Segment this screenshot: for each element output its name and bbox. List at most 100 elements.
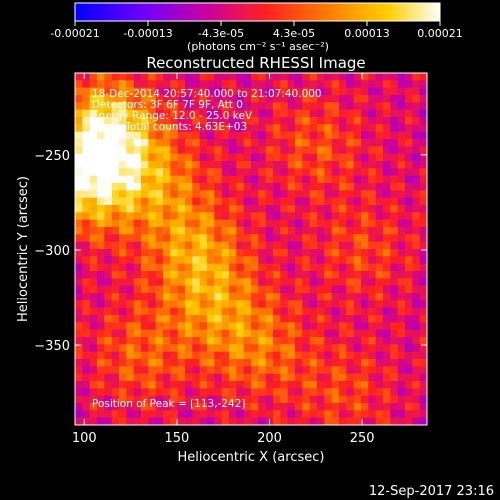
heatmap-cell bbox=[221, 307, 230, 316]
heatmap-cell bbox=[221, 388, 230, 397]
heatmap-cell bbox=[243, 168, 252, 177]
heatmap-cell bbox=[324, 300, 333, 309]
heatmap-cell bbox=[346, 359, 355, 367]
heatmap-cell bbox=[317, 417, 325, 426]
heatmap-cell bbox=[170, 285, 179, 294]
heatmap-cell bbox=[405, 410, 413, 419]
heatmap-cell bbox=[133, 300, 142, 309]
heatmap-cell bbox=[119, 278, 127, 287]
heatmap-cell bbox=[346, 256, 355, 265]
heatmap-cell bbox=[353, 102, 362, 111]
heatmap-cell bbox=[295, 293, 303, 301]
heatmap-cell bbox=[390, 80, 399, 89]
heatmap-cell bbox=[287, 102, 296, 111]
heatmap-cell bbox=[155, 146, 164, 155]
heatmap-cell bbox=[141, 322, 149, 331]
heatmap-cell bbox=[405, 175, 413, 184]
heatmap-cell bbox=[287, 139, 296, 147]
heatmap-cell bbox=[383, 381, 391, 389]
heatmap-cell bbox=[295, 161, 303, 169]
heatmap-cell bbox=[111, 212, 120, 221]
heatmap-cell bbox=[324, 285, 333, 294]
heatmap-cell bbox=[405, 300, 413, 309]
heatmap-cell bbox=[89, 381, 98, 389]
heatmap-cell bbox=[163, 161, 171, 169]
heatmap-cell bbox=[397, 359, 406, 367]
heatmap-cell bbox=[104, 183, 113, 191]
heatmap-cell bbox=[236, 307, 245, 316]
heatmap-cell bbox=[155, 307, 164, 316]
heatmap-cell bbox=[236, 366, 245, 375]
heatmap-cell bbox=[405, 388, 413, 397]
heatmap-cell bbox=[126, 139, 135, 147]
colorbar-tick-label: 0.00013 bbox=[344, 27, 390, 40]
heatmap-cell bbox=[353, 190, 362, 199]
heatmap-cell bbox=[236, 234, 245, 243]
heatmap-cell bbox=[243, 212, 252, 221]
heatmap-cell bbox=[309, 315, 318, 323]
heatmap-cell bbox=[148, 153, 157, 162]
heatmap-cell bbox=[375, 388, 384, 397]
heatmap-cell bbox=[185, 190, 193, 199]
heatmap-cell bbox=[309, 219, 318, 228]
heatmap-cell bbox=[331, 175, 340, 184]
heatmap-cell bbox=[155, 183, 164, 191]
heatmap-cell bbox=[243, 278, 252, 287]
heatmap-cell bbox=[353, 322, 362, 331]
heatmap-cell bbox=[214, 278, 223, 287]
heatmap-cell bbox=[75, 212, 83, 221]
heatmap-cell bbox=[383, 388, 391, 397]
heatmap-cell bbox=[133, 322, 142, 331]
heatmap-cell bbox=[265, 131, 274, 140]
heatmap-cell bbox=[339, 263, 347, 272]
heatmap-cell bbox=[221, 197, 230, 206]
heatmap-cell bbox=[192, 95, 201, 103]
heatmap-cell bbox=[126, 410, 135, 419]
heatmap-cell bbox=[82, 263, 91, 272]
heatmap-cell bbox=[295, 234, 303, 243]
heatmap-cell bbox=[148, 190, 157, 199]
heatmap-cell bbox=[317, 190, 325, 199]
heatmap-cell bbox=[236, 219, 245, 228]
heatmap-cell bbox=[383, 263, 391, 272]
heatmap-cell bbox=[309, 139, 318, 147]
heatmap-cell bbox=[119, 183, 127, 191]
heatmap-cell bbox=[75, 388, 83, 397]
heatmap-cell bbox=[265, 190, 274, 199]
heatmap-cell bbox=[302, 146, 311, 155]
heatmap-cell bbox=[265, 161, 274, 169]
heatmap-cell bbox=[155, 373, 164, 382]
heatmap-cell bbox=[126, 153, 135, 162]
heatmap-cell bbox=[309, 322, 318, 331]
heatmap-cell bbox=[280, 263, 289, 272]
heatmap-cell bbox=[295, 366, 303, 375]
heatmap-cell bbox=[192, 417, 201, 426]
colorbar-tick-label: -4.3e-05 bbox=[198, 27, 244, 40]
heatmap-cell bbox=[133, 271, 142, 279]
heatmap-cell bbox=[280, 102, 289, 111]
heatmap-cell bbox=[273, 234, 281, 243]
heatmap-cell bbox=[258, 249, 267, 257]
heatmap-cell bbox=[265, 329, 274, 338]
heatmap-cell bbox=[199, 388, 208, 397]
heatmap-cell bbox=[353, 395, 362, 404]
heatmap-cell bbox=[214, 322, 223, 331]
heatmap-cell bbox=[361, 410, 369, 419]
heatmap-cell bbox=[177, 234, 186, 243]
heatmap-cell bbox=[155, 190, 164, 199]
heatmap-cell bbox=[141, 403, 149, 411]
heatmap-cell bbox=[192, 139, 201, 147]
heatmap-cell bbox=[163, 344, 171, 353]
heatmap-cell bbox=[163, 359, 171, 367]
heatmap-cell bbox=[287, 381, 296, 389]
heatmap-cell bbox=[375, 124, 384, 133]
heatmap-cell bbox=[412, 410, 421, 419]
heatmap-cell bbox=[383, 183, 391, 191]
heatmap-cell bbox=[111, 190, 120, 199]
heatmap-cell bbox=[163, 381, 171, 389]
heatmap-cell bbox=[199, 190, 208, 199]
heatmap-cell bbox=[324, 161, 333, 169]
heatmap-cell bbox=[111, 256, 120, 265]
heatmap-cell bbox=[258, 278, 267, 287]
heatmap-cell bbox=[287, 87, 296, 96]
